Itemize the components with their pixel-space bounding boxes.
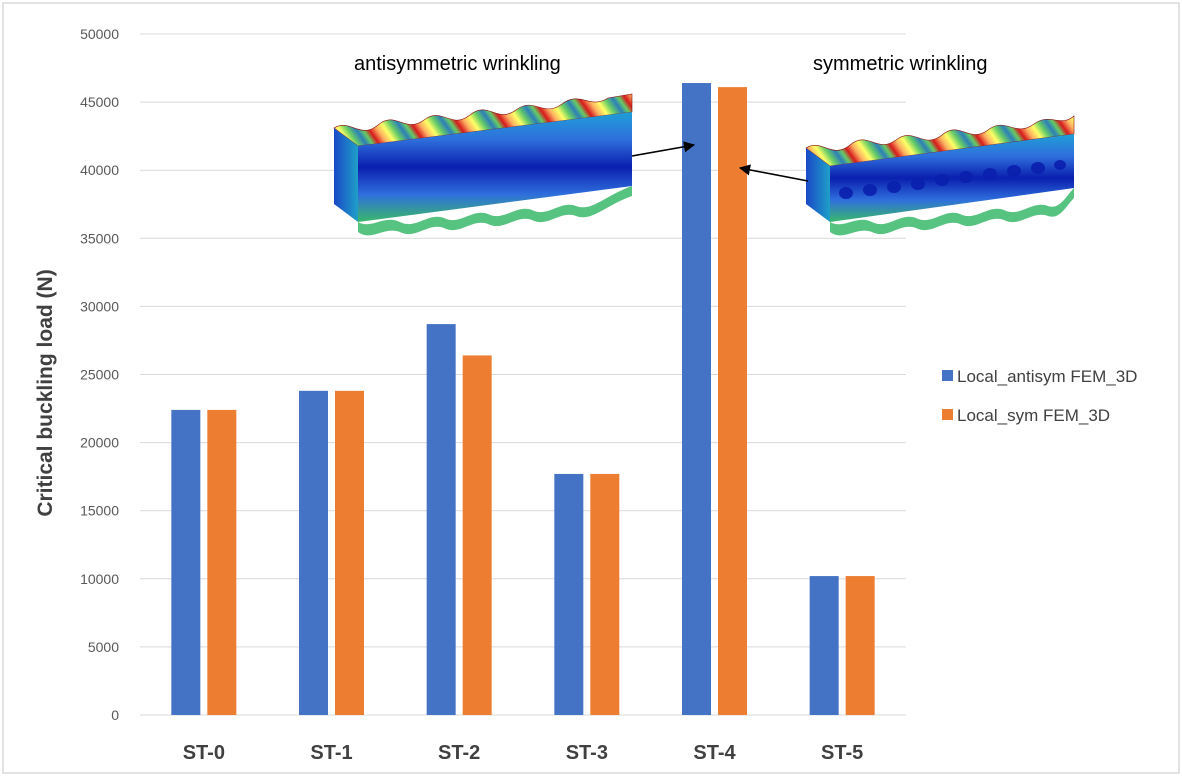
legend-label-antisym: Local_antisym FEM_3D — [957, 367, 1137, 386]
annotation-arrow-sym — [738, 164, 809, 182]
y-tick-label: 40000 — [80, 162, 119, 178]
y-axis-label: Critical buckling load (N) — [34, 269, 57, 516]
x-tick-label: ST-3 — [566, 742, 608, 764]
symmetric-wrinkling-contour-image — [805, 115, 1075, 236]
x-tick-label: ST-2 — [438, 742, 480, 764]
bar-antisym-st-4 — [682, 83, 711, 716]
bar-sym-st-4 — [718, 87, 747, 716]
y-tick-label: 45000 — [80, 94, 119, 110]
y-tick-label: 20000 — [80, 435, 119, 451]
y-tick-label: 0 — [111, 707, 119, 723]
legend: Local_antisym FEM_3D Local_sym FEM_3D — [942, 367, 1137, 425]
x-tick-label: ST-1 — [310, 742, 352, 764]
bars — [171, 83, 875, 716]
bar-sym-st-0 — [207, 409, 237, 715]
bar-sym-st-1 — [335, 390, 364, 715]
bar-sym-st-3 — [590, 473, 620, 715]
bar-antisym-st-1 — [299, 390, 328, 715]
x-tick-label: ST-5 — [821, 742, 863, 764]
bar-antisym-st-0 — [171, 409, 201, 715]
y-tick-labels: 0 5000 10000 15000 20000 25000 30000 35000 40000… — [80, 26, 119, 723]
bar-antisym-st-5 — [809, 576, 839, 715]
legend-swatch-antisym — [942, 370, 953, 381]
x-tick-labels: ST-0 ST-1 ST-2 ST-3 ST-4 ST-5 — [183, 742, 864, 764]
bar-sym-st-5 — [845, 576, 875, 715]
y-tick-label: 5000 — [88, 639, 119, 655]
y-tick-label: 30000 — [80, 298, 119, 314]
bar-antisym-st-2 — [426, 324, 456, 715]
y-tick-label: 25000 — [80, 367, 119, 383]
bar-sym-st-2 — [462, 355, 492, 715]
y-tick-label: 50000 — [80, 26, 119, 42]
y-tick-label: 15000 — [80, 503, 119, 519]
y-tick-label: 35000 — [80, 230, 119, 246]
bar-antisym-st-3 — [554, 473, 584, 715]
legend-swatch-sym — [942, 409, 953, 420]
x-tick-label: ST-0 — [183, 742, 225, 764]
annotation-symmetric-wrinkling: symmetric wrinkling — [813, 53, 987, 75]
y-tick-label: 10000 — [80, 571, 119, 587]
legend-label-sym: Local_sym FEM_3D — [957, 406, 1110, 425]
annotation-antisymmetric-wrinkling: antisymmetric wrinkling — [354, 53, 561, 75]
x-tick-label: ST-4 — [693, 742, 736, 764]
antisymmetric-wrinkling-contour-image — [333, 93, 633, 236]
annotation-arrow-antisym — [631, 141, 696, 157]
